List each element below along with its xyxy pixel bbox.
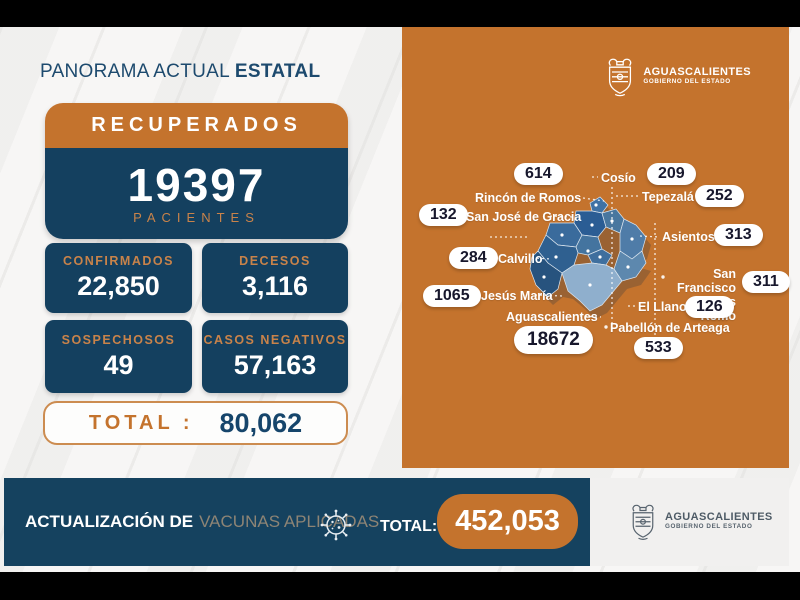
sospechosos-value: 49 (103, 349, 134, 380)
recuperados-body: 19397 PACIENTES (45, 148, 348, 239)
case-badge-calvillo: 284 (449, 247, 498, 269)
case-badge-asientos: 313 (714, 224, 763, 246)
casos-negativos-value: 57,163 (233, 349, 317, 380)
letterbox-bottom (0, 572, 800, 600)
state-seal-icon (632, 504, 654, 540)
decesos-card: DECESOS 3,116 (202, 243, 348, 313)
case-badge-san-francisco-de-los-romo: 311 (742, 271, 790, 293)
sospechosos-card: SOSPECHOSOS 49 (45, 320, 192, 393)
state-logo-title: AGUASCALIENTES (643, 66, 751, 78)
vaccines-total-label: TOTAL: (380, 518, 438, 535)
vaccines-total-badge: 452,053 (437, 494, 578, 549)
case-badge-el-llano: 126 (685, 296, 734, 318)
state-government-logo-footer: AGUASCALIENTES GOBIERNO DEL ESTADO (628, 500, 773, 542)
page-title-bold: ESTATAL (234, 61, 321, 82)
confirmados-card: CONFIRMADOS 22,850 (45, 243, 192, 313)
state-logo-subtitle: GOBIERNO DEL ESTADO (665, 523, 753, 530)
total-value: 80,062 (219, 407, 303, 438)
case-badge-tepezala: 252 (695, 185, 744, 207)
total-label: TOTAL : (88, 411, 194, 434)
page-title: PANORAMA ACTUAL ESTATAL (40, 61, 320, 83)
casos-negativos-label: CASOS NEGATIVOS (203, 332, 347, 347)
muni-label-san-jose-de-gracia: San José de Gracia (466, 210, 582, 224)
state-logo-subtitle: GOBIERNO DEL ESTADO (643, 78, 731, 85)
vaccines-title-bold: ACTUALIZACIÓN DE (25, 512, 194, 531)
total-box: TOTAL : 80,062 (43, 401, 348, 445)
sospechosos-label: SOSPECHOSOS (61, 332, 176, 347)
muni-label-el-llano: El Llano (638, 300, 687, 314)
case-badge-cosio: 209 (647, 163, 696, 185)
muni-label-tepezala: Tepezalá (642, 190, 694, 204)
muni-label-calvillo: Calvillo (498, 252, 543, 266)
recuperados-value: 19397 (127, 159, 266, 211)
muni-label-aguascalientes: Aguascalientes (506, 310, 598, 324)
virus-icon (320, 509, 352, 541)
decesos-label: DECESOS (239, 254, 311, 268)
muni-label-pabellon-de-arteaga: Pabellón de Arteaga (610, 321, 730, 335)
case-badge-aguascalientes: 18672 (514, 326, 593, 354)
recuperados-unit: PACIENTES (133, 210, 260, 225)
decesos-value: 3,116 (241, 271, 309, 301)
case-badge-jesus-maria: 1065 (423, 285, 481, 307)
map-panel: AGUASCALIENTES GOBIERNO DEL ESTADO (402, 27, 790, 468)
footer-logo-area: AGUASCALIENTES GOBIERNO DEL ESTADO (590, 478, 789, 566)
vaccines-footer-bar: ACTUALIZACIÓN DE VACUNAS APLICADAS TOTAL… (4, 478, 590, 566)
case-badge-san-jose-de-gracia: 132 (419, 204, 468, 226)
letterbox-top (0, 0, 800, 27)
muni-label-asientos: Asientos (662, 230, 715, 244)
state-seal-icon (609, 58, 632, 97)
state-government-logo: AGUASCALIENTES GOBIERNO DEL ESTADO (604, 54, 751, 98)
confirmados-label: CONFIRMADOS (63, 254, 174, 268)
case-badge-pabellon-de-arteaga: 533 (634, 337, 683, 359)
dashboard-screen: PANORAMA ACTUAL ESTATAL RECUPERADOS 1939… (0, 27, 800, 572)
page-title-regular: PANORAMA ACTUAL (40, 61, 230, 82)
recuperados-card: RECUPERADOS 19397 PACIENTES (45, 103, 348, 239)
case-badge-rincon-de-romos: 614 (514, 163, 563, 185)
muni-label-rincon-de-romos: Rincón de Romos (475, 191, 582, 205)
state-logo-title: AGUASCALIENTES (665, 511, 773, 523)
confirmados-value: 22,850 (77, 271, 160, 301)
muni-label-jesus-maria: Jesús María (481, 289, 553, 303)
casos-negativos-card: CASOS NEGATIVOS 57,163 (202, 320, 348, 393)
recuperados-header: RECUPERADOS (45, 103, 348, 148)
muni-label-cosio: Cosío (601, 171, 636, 185)
